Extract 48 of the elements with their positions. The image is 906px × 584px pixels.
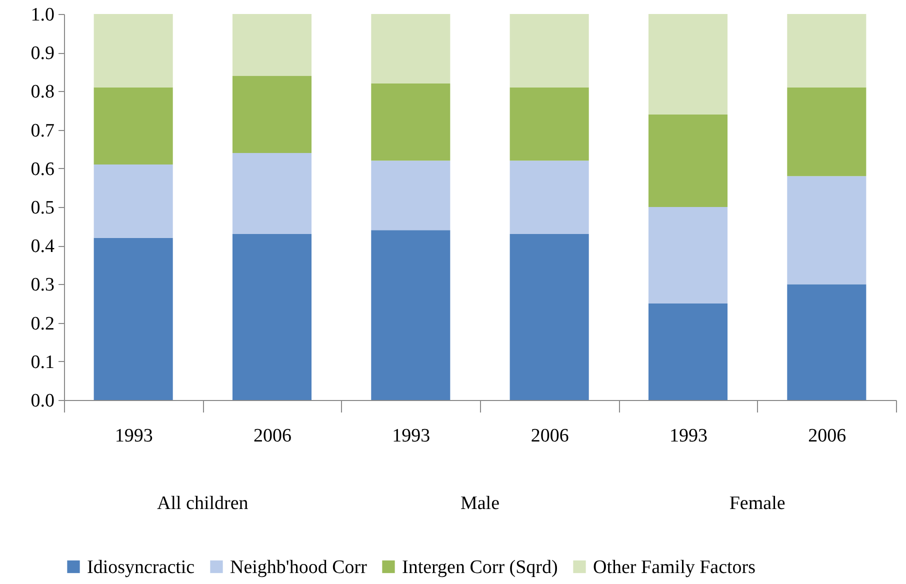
bar: [232, 76, 312, 153]
y-tick-label: 0.1: [30, 352, 54, 373]
bar: [371, 83, 450, 161]
text: All children: [157, 493, 249, 514]
bar: [371, 14, 450, 84]
bar: [94, 87, 173, 165]
text: Female: [729, 493, 786, 514]
bar: [232, 234, 312, 400]
bar: [232, 14, 312, 76]
legend-label: Idiosyncractic: [87, 556, 195, 578]
legend-label: Neighb'hood Corr: [230, 556, 368, 578]
bar: [510, 234, 589, 400]
bar: [94, 238, 173, 400]
x-tick-label: 2006: [530, 426, 569, 446]
bar: [94, 164, 173, 238]
y-tick-label: 1.0: [30, 4, 54, 26]
bar: [510, 87, 589, 161]
x-tick-label: 1993: [114, 426, 153, 446]
y-tick-label: 0.4: [30, 236, 55, 258]
y-tick-label: 0.3: [30, 274, 54, 296]
bar: [371, 160, 450, 230]
y-tick-label: 0.2: [30, 313, 54, 334]
bar: [787, 284, 866, 400]
y-tick-label: 0.9: [30, 43, 54, 64]
legend-label: Intergen Corr (Sqrd): [402, 556, 558, 578]
bar: [648, 304, 728, 400]
y-tick-label: 0.7: [30, 120, 54, 142]
text: Male: [460, 493, 500, 514]
bar: [787, 14, 866, 88]
x-tick-label: 2006: [254, 426, 292, 446]
x-tick-label: 1993: [670, 426, 708, 446]
legend-label: Other Family Factors: [593, 556, 756, 578]
bar: [648, 114, 728, 207]
x-tick-label: 2006: [808, 426, 846, 446]
bar: [648, 14, 728, 114]
bar: [787, 87, 866, 176]
y-tick-label: 0.0: [30, 390, 54, 412]
bar: [648, 207, 728, 304]
bar: [510, 160, 589, 234]
bar: [232, 152, 312, 234]
y-tick-label: 0.8: [30, 82, 54, 103]
y-tick-label: 0.5: [30, 198, 54, 218]
bar: [94, 14, 173, 88]
y-tick-label: 0.6: [30, 158, 54, 180]
x-tick-label: 1993: [392, 426, 430, 446]
bar: [787, 176, 866, 284]
bar: [510, 14, 589, 88]
bar: [371, 230, 450, 400]
